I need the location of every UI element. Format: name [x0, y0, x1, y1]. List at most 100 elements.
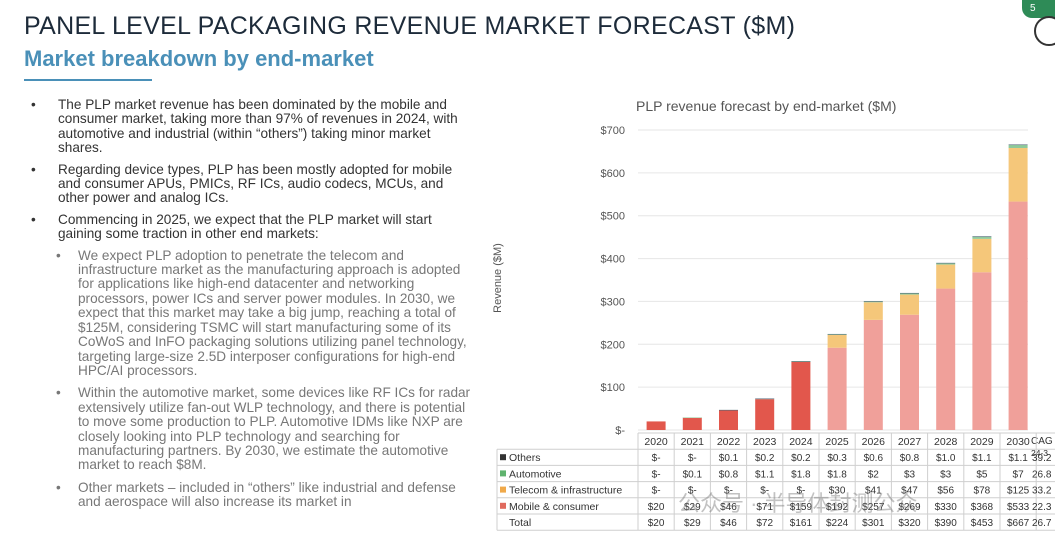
- cagr-subheader: 24-3: [1031, 448, 1048, 458]
- bar-segment: [646, 421, 666, 430]
- bullet-text: Commencing in 2025, we expect that the P…: [58, 211, 432, 242]
- bullet-list: • The PLP market revenue has been dominat…: [28, 97, 473, 518]
- sub-bullet-dot-icon: •: [56, 247, 61, 263]
- bar-segment: [863, 301, 883, 302]
- bar-segment: [827, 334, 847, 348]
- table-cell: $1.1: [972, 453, 992, 464]
- table-cell: $3: [904, 469, 916, 480]
- y-tick-label: $200: [601, 339, 625, 351]
- table-cell: $46: [720, 502, 737, 513]
- bullet-text: Regarding device types, PLP has been mos…: [58, 161, 453, 206]
- table-row-label: Automotive: [509, 468, 562, 480]
- table-cell: $-: [652, 453, 661, 464]
- sub-bullet-item: • We expect PLP adoption to penetrate the…: [28, 247, 473, 379]
- table-cell: $71: [756, 502, 773, 513]
- cagr-cell: 26.7: [1032, 518, 1052, 529]
- table-cell: $-: [796, 486, 805, 497]
- legend-swatch: [500, 454, 506, 461]
- bullet-item: • Regarding device types, PLP has been mo…: [28, 161, 473, 206]
- bar-segment: [936, 262, 956, 264]
- table-cell: $390: [935, 518, 958, 529]
- bar-segment: [972, 236, 992, 239]
- table-cell: $269: [898, 502, 921, 513]
- table-cell: $1.8: [791, 469, 811, 480]
- sub-bullet-dot-icon: •: [56, 479, 61, 495]
- table-cell: $29: [684, 518, 701, 529]
- bar-segment: [791, 361, 811, 430]
- bar-segment: [863, 319, 883, 430]
- bullet-dot-icon: •: [31, 97, 36, 112]
- table-row-label: Others: [509, 452, 541, 464]
- table-cell: $78: [974, 486, 991, 497]
- bar-segment: [900, 294, 919, 315]
- table-row-label: Telecom & infrastructure: [509, 485, 622, 497]
- bar-segment: [682, 417, 702, 419]
- bar-segment: [863, 302, 883, 320]
- bar-segment: [936, 263, 956, 265]
- bar-segment: [827, 334, 847, 335]
- table-cell: $56: [937, 486, 954, 497]
- table-cell: $5: [976, 469, 988, 480]
- table-cell: $0.2: [791, 453, 811, 464]
- table-cell: $0.3: [827, 453, 847, 464]
- bullet-dot-icon: •: [31, 211, 36, 227]
- table-cell: $20: [648, 502, 665, 513]
- x-tick-label: 2022: [717, 436, 741, 448]
- sub-bullet-dot-icon: •: [56, 385, 61, 401]
- legend-swatch: [500, 502, 506, 509]
- x-tick-label: 2029: [970, 436, 994, 448]
- table-cell: $1.1: [1008, 453, 1028, 464]
- bar-segment: [791, 361, 811, 362]
- bar-segment: [1008, 144, 1028, 146]
- sub-bullet-text: Within the automotive market, some devic…: [78, 385, 471, 473]
- bar-segment: [1008, 201, 1028, 430]
- y-tick-label: $-: [615, 425, 625, 437]
- table-cell: $533: [1007, 502, 1030, 513]
- sub-bullet-text: Other markets – included in “others” lik…: [78, 479, 456, 510]
- bar-segment: [900, 314, 919, 430]
- x-tick-label: 2021: [681, 436, 705, 448]
- x-tick-label: 2024: [789, 436, 813, 448]
- x-tick-label: 2028: [934, 436, 958, 448]
- table-cell: $-: [688, 486, 697, 497]
- bar-segment: [682, 417, 702, 430]
- table-cell: $125: [1007, 486, 1030, 497]
- cagr-header: CAG: [1031, 436, 1053, 447]
- table-row-label: Total: [509, 517, 531, 529]
- bar-segment: [972, 272, 992, 430]
- bullet-text: The PLP market revenue has been dominate…: [58, 97, 458, 156]
- x-tick-label: 2023: [753, 436, 777, 448]
- y-tick-label: $300: [601, 296, 625, 308]
- table-cell: $1.0: [936, 453, 956, 464]
- table-cell: $224: [826, 518, 849, 529]
- cagr-cell: 22.3: [1032, 502, 1052, 513]
- table-cell: $1.1: [755, 469, 775, 480]
- table-cell: $46: [720, 518, 737, 529]
- table-cell: $2: [868, 469, 880, 480]
- table-cell: $-: [652, 486, 661, 497]
- table-cell: $330: [935, 502, 958, 513]
- table-cell: $-: [724, 486, 733, 497]
- y-tick-label: $400: [601, 254, 625, 266]
- bar-segment: [755, 398, 775, 400]
- table-cell: $-: [688, 453, 697, 464]
- table-cell: $1.8: [827, 469, 847, 480]
- bullet-dot-icon: •: [31, 161, 36, 177]
- table-cell: $41: [865, 486, 882, 497]
- y-tick-label: $100: [601, 382, 625, 394]
- y-tick-label: $700: [601, 125, 625, 137]
- recycle-icon[interactable]: [1034, 16, 1055, 46]
- table-cell: $161: [790, 518, 813, 529]
- table-cell: $320: [898, 518, 921, 529]
- sub-bullet-text: We expect PLP adoption to penetrate the …: [78, 247, 467, 378]
- bar-segment: [827, 333, 847, 335]
- table-cell: $368: [971, 502, 994, 513]
- bar-segment: [936, 288, 956, 430]
- subtitle-underline: [24, 79, 152, 81]
- notification-badge[interactable]: 5: [1022, 0, 1055, 18]
- x-tick-label: 2030: [1006, 436, 1030, 448]
- table-cell: $0.6: [864, 453, 884, 464]
- x-tick-label: 2025: [825, 436, 849, 448]
- table-cell: $20: [648, 518, 665, 529]
- table-cell: $47: [901, 486, 918, 497]
